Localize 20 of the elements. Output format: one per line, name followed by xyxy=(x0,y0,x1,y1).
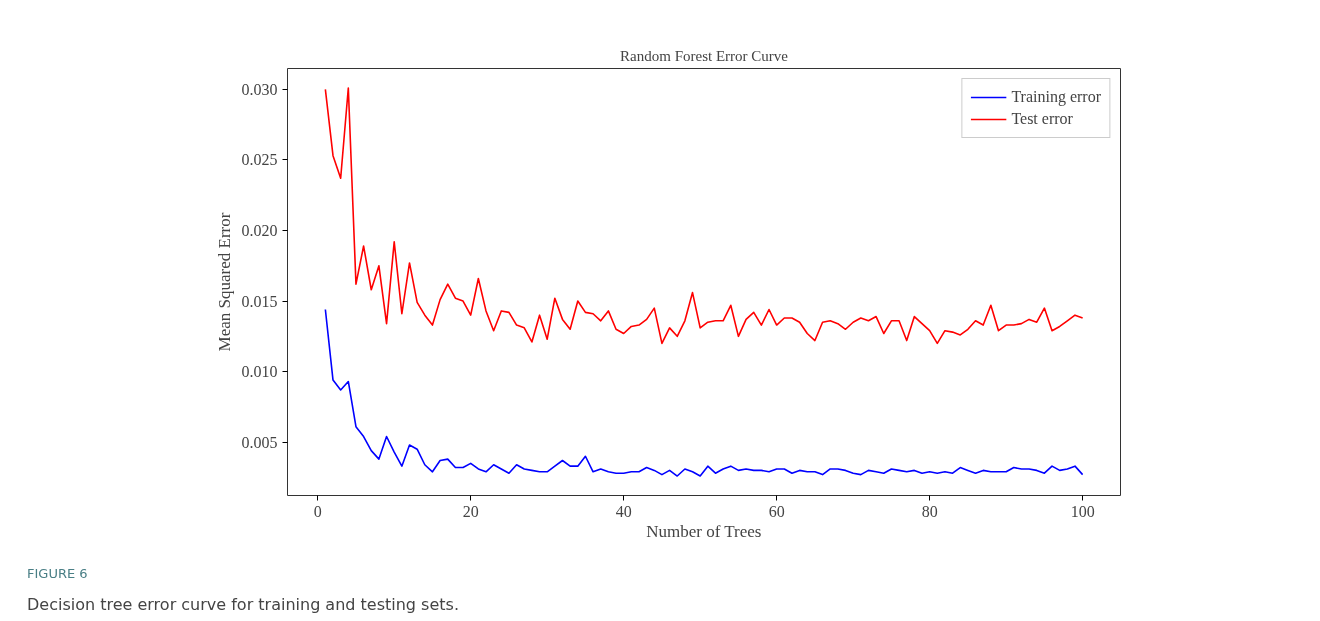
y-tick-label: 0.015 xyxy=(241,292,278,310)
x-tick-label: 80 xyxy=(921,502,938,520)
y-tick-label: 0.020 xyxy=(241,221,278,239)
x-tick-label: 60 xyxy=(768,502,785,520)
legend-label: Training error xyxy=(1011,88,1101,106)
caption: FIGURE 6 xyxy=(27,565,88,583)
x-tick-label: 100 xyxy=(1070,502,1095,520)
text: Decision tree error curve for training and testing sets. xyxy=(27,593,459,616)
x-tick-label: 40 xyxy=(615,502,632,520)
y-tick-label: 0.005 xyxy=(241,433,278,451)
legend-label: Test error xyxy=(1011,110,1073,128)
x-tick-label: 0 xyxy=(313,502,322,520)
x-tick-label: 20 xyxy=(462,502,479,520)
line-series xyxy=(324,308,1084,477)
chart-title: Random Forest Error Curve xyxy=(620,47,789,64)
y-axis-title: Mean Squared Error xyxy=(214,212,234,352)
y-tick-label: 0.030 xyxy=(241,80,278,98)
x-axis-title: Number of Trees xyxy=(646,521,762,541)
y-tick-label: 0.010 xyxy=(241,363,278,381)
y-tick-label: 0.025 xyxy=(241,151,278,169)
